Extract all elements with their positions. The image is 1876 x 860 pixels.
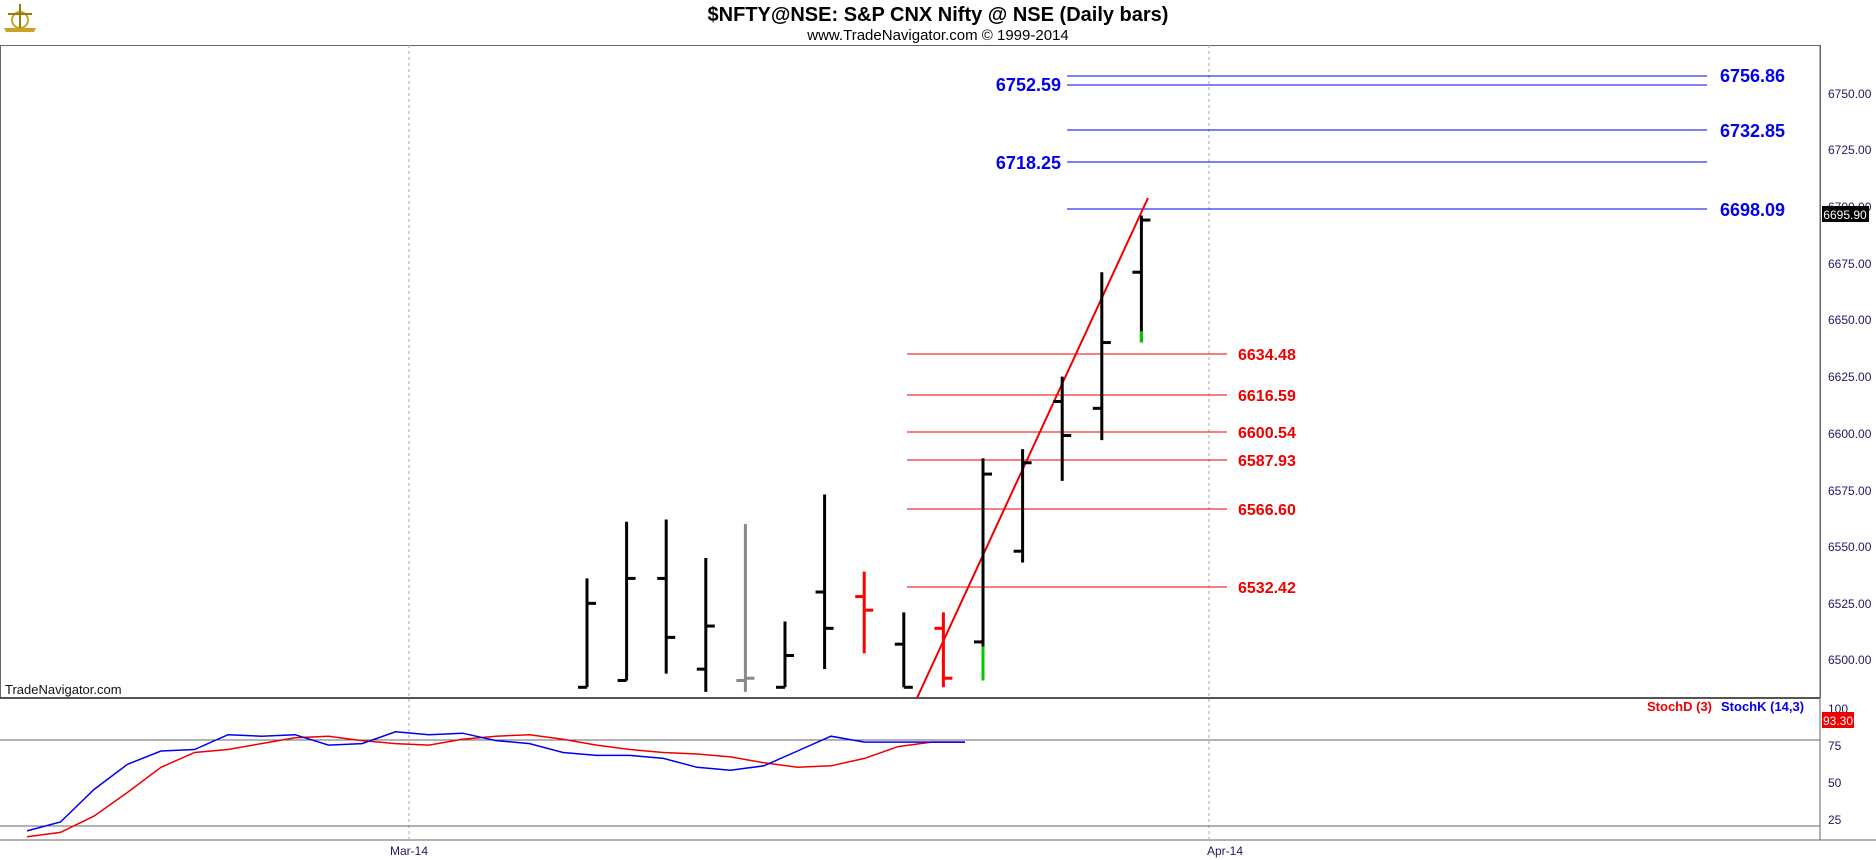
- price-panel-frame: [0, 45, 1821, 698]
- stochd-line: [26, 733, 965, 838]
- chart-title: $NFTY@NSE: S&P CNX Nifty @ NSE (Daily ba…: [708, 4, 1169, 26]
- y-tick-6750: 6750.00: [1828, 87, 1872, 101]
- stoch-last-label: 93.30: [1823, 714, 1853, 728]
- stoch-last-badge: [1822, 712, 1854, 728]
- trend-line: [916, 197, 1149, 699]
- support-label: 6616.59: [1238, 388, 1296, 405]
- stochk-line: [26, 731, 965, 832]
- x-tick-mar-14: Mar-14: [390, 844, 428, 858]
- y-tick-6675: 6675.00: [1828, 257, 1872, 271]
- y-tick-6725: 6725.00: [1828, 143, 1872, 157]
- y-tick-6575: 6575.00: [1828, 484, 1872, 498]
- y-tick-6500: 6500.00: [1828, 653, 1872, 667]
- chart-subtitle: www.TradeNavigator.com © 1999-2014: [806, 27, 1068, 44]
- stoch-y-tick-25: 25: [1828, 813, 1842, 827]
- trade-navigator-logo-icon: [4, 4, 36, 32]
- resistance-label: 6756.86: [1720, 66, 1785, 86]
- support-label: 6600.54: [1238, 425, 1296, 442]
- support-levels: 6634.48 6616.59 6600.54 6587.93 6566.60 …: [907, 347, 1296, 597]
- resistance-label: 6732.85: [1720, 121, 1785, 141]
- support-label: 6566.60: [1238, 502, 1296, 519]
- resistance-levels: 6756.86 6752.59 6732.85 6718.25 6698.09: [996, 66, 1785, 220]
- price-y-axis: 6500.00 6525.00 6550.00 6575.00 6600.00 …: [1828, 87, 1872, 667]
- support-label: 6634.48: [1238, 347, 1296, 364]
- stoch-y-tick-50: 50: [1828, 776, 1842, 790]
- stochastic-panel: 25 50 75 100 StochD (3) StochK (14,3) 93…: [0, 699, 1854, 838]
- resistance-label: 6698.09: [1720, 200, 1785, 220]
- y-tick-6550: 6550.00: [1828, 540, 1872, 554]
- last-price-badge: [1822, 206, 1869, 222]
- ohlc-bars: [578, 215, 1151, 692]
- legend-stochk: StochK (14,3): [1721, 699, 1804, 714]
- support-label: 6587.93: [1238, 453, 1296, 470]
- y-tick-6525: 6525.00: [1828, 597, 1872, 611]
- legend-stochd: StochD (3): [1647, 699, 1712, 714]
- watermark-label: TradeNavigator.com: [5, 682, 122, 697]
- stoch-y-tick-75: 75: [1828, 739, 1842, 753]
- x-tick-apr-14: Apr-14: [1207, 844, 1243, 858]
- resistance-label: 6718.25: [996, 153, 1061, 173]
- y-tick-6625: 6625.00: [1828, 370, 1872, 384]
- support-label: 6532.42: [1238, 580, 1296, 597]
- last-price-label: 6695.90: [1823, 208, 1867, 222]
- y-tick-6650: 6650.00: [1828, 313, 1872, 327]
- resistance-label: 6752.59: [996, 75, 1061, 95]
- y-tick-6600: 6600.00: [1828, 427, 1872, 441]
